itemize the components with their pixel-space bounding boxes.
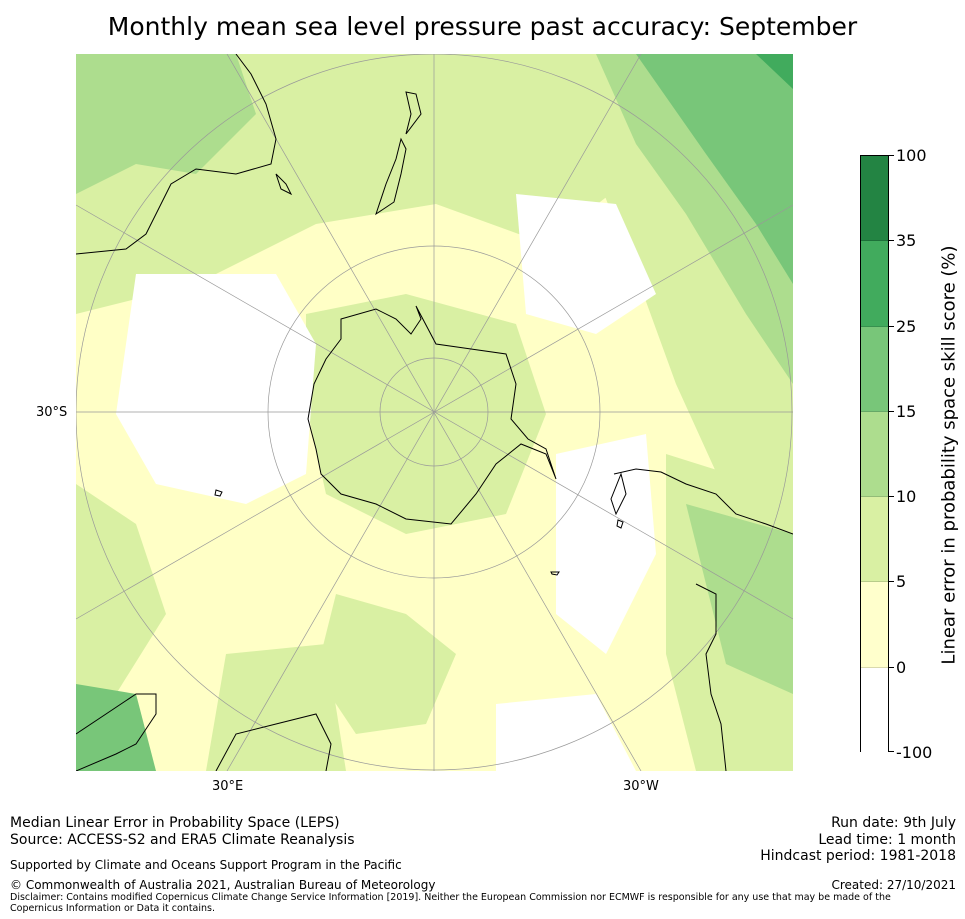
footer-hindcast: Hindcast period: 1981-2018	[760, 848, 956, 864]
colorbar-tick	[889, 581, 894, 582]
footer-run-date: Run date: 9th July	[831, 815, 956, 831]
page-title: Monthly mean sea level pressure past acc…	[107, 12, 858, 41]
footer-support: Supported by Climate and Oceans Support …	[10, 858, 402, 872]
lon-label-30e: 30°E	[212, 779, 244, 794]
colorbar-tick-label: 100	[896, 146, 927, 165]
colorbar-bin-10-15	[861, 412, 888, 497]
colorbar-tick-label: -100	[896, 743, 933, 762]
colorbar-tick	[889, 155, 894, 156]
colorbar-bin-neg100-0	[861, 668, 888, 753]
skill-map[interactable]	[76, 54, 793, 771]
colorbar-tick-label: 10	[896, 487, 917, 506]
footer-source: Source: ACCESS-S2 and ERA5 Climate Reana…	[10, 832, 355, 848]
lon-label-30w: 30°W	[623, 779, 659, 794]
coastlines	[76, 54, 793, 771]
colorbar-tick	[889, 751, 894, 752]
skill-shading	[76, 54, 793, 771]
footer-created: Created: 27/10/2021	[831, 878, 956, 892]
colorbar-title: Linear error in probability space skill …	[938, 245, 960, 665]
footer-method: Median Linear Error in Probability Space…	[10, 815, 340, 831]
colorbar-bin-0-5	[861, 582, 888, 668]
colorbar-tick-label: 5	[896, 572, 907, 591]
colorbar-bin-25-35	[861, 241, 888, 327]
colorbar-tick-label: 0	[896, 658, 907, 677]
colorbar-bin-5-10	[861, 497, 888, 582]
colorbar-tick-label: 35	[896, 231, 917, 250]
lat-label-30s: 30°S	[36, 405, 68, 420]
colorbar-tick-label: 25	[896, 317, 917, 336]
colorbar-tick	[889, 411, 894, 412]
footer-disclaimer: Disclaimer: Contains modified Copernicus…	[10, 892, 891, 914]
map-canvas	[76, 54, 793, 771]
footer-lead-time: Lead time: 1 month	[818, 832, 956, 848]
colorbar-tick	[889, 240, 894, 241]
colorbar	[860, 155, 889, 753]
colorbar-tick	[889, 496, 894, 497]
colorbar-tick	[889, 667, 894, 668]
colorbar-tick-label: 15	[896, 402, 917, 421]
footer-copyright: © Commonwealth of Australia 2021, Austra…	[10, 878, 436, 892]
graticule	[76, 54, 793, 771]
colorbar-bin-15-25	[861, 327, 888, 412]
colorbar-tick	[889, 326, 894, 327]
colorbar-bin-35-100	[861, 156, 888, 241]
